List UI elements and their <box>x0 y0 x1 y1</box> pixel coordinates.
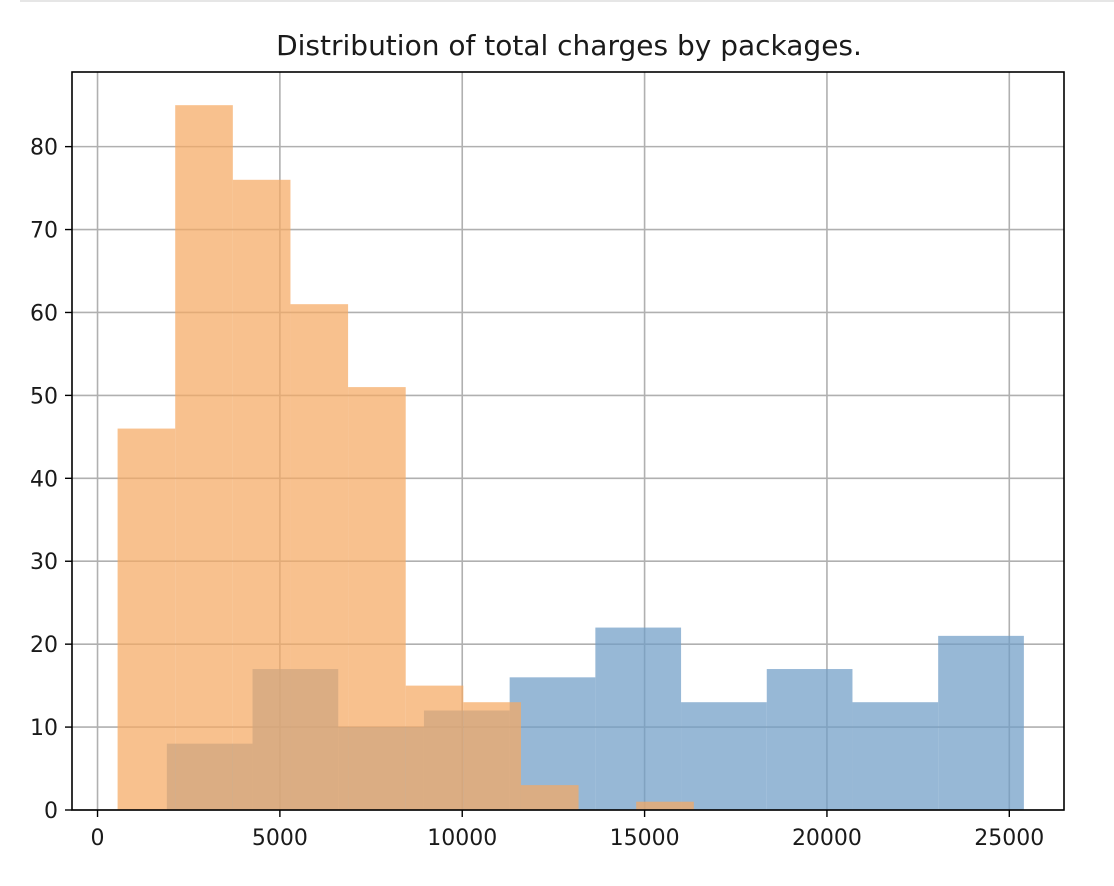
histogram-bar-series-1 <box>595 627 682 810</box>
histogram-bar-series-2 <box>175 105 233 811</box>
x-tick-label: 10000 <box>427 826 497 851</box>
x-tick-label: 15000 <box>610 826 680 851</box>
y-tick-label: 60 <box>30 301 58 326</box>
y-tick-label: 0 <box>44 799 58 824</box>
y-axis-ticks: 0 10 20 30 40 50 60 70 80 <box>30 136 72 824</box>
histogram-bars <box>117 105 1024 811</box>
histogram-bar-series-1 <box>852 702 939 810</box>
x-tick-label: 5000 <box>252 826 308 851</box>
histogram-bar-series-2 <box>463 702 521 810</box>
y-tick-label: 80 <box>30 136 58 161</box>
x-tick-label: 25000 <box>974 826 1044 851</box>
histogram-bar-series-1 <box>766 669 853 810</box>
y-tick-label: 70 <box>30 219 58 244</box>
x-tick-label: 20000 <box>792 826 862 851</box>
y-tick-label: 40 <box>30 467 58 492</box>
y-tick-label: 30 <box>30 550 58 575</box>
y-tick-label: 20 <box>30 633 58 658</box>
histogram-bar-series-2 <box>232 179 291 811</box>
histogram-bar-series-2 <box>636 801 694 810</box>
x-tick-label: 0 <box>91 826 105 851</box>
y-tick-label: 50 <box>30 384 58 409</box>
histogram-bar-series-2 <box>117 428 176 810</box>
histogram-bar-series-1 <box>681 702 767 810</box>
histogram-bar-series-1 <box>938 635 1024 810</box>
x-axis-ticks: 0 5000 10000 15000 20000 25000 <box>91 810 1044 851</box>
histogram-bar-series-2 <box>520 785 579 810</box>
histogram-bar-series-2 <box>405 685 464 810</box>
histogram-bar-series-2 <box>290 304 349 810</box>
plot-frame <box>71 71 1065 811</box>
top-divider <box>20 0 1114 2</box>
histogram-bar-series-2 <box>348 387 406 810</box>
y-tick-label: 10 <box>30 716 58 741</box>
chart-title: Distribution of total charges by package… <box>276 29 862 62</box>
